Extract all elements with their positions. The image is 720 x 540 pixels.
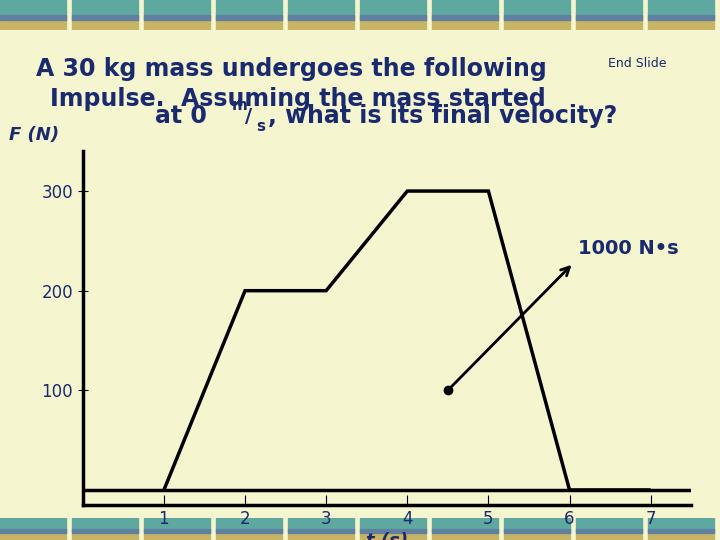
Bar: [288, 518, 354, 531]
Bar: [288, 18, 354, 30]
Bar: [288, 0, 354, 18]
Bar: [144, 529, 210, 533]
Bar: [288, 531, 354, 540]
Bar: [576, 518, 642, 531]
Bar: [0, 18, 66, 30]
Bar: [288, 529, 354, 533]
Bar: [216, 15, 282, 20]
Bar: [0, 15, 66, 20]
Text: A 30 kg mass undergoes the following: A 30 kg mass undergoes the following: [36, 57, 546, 80]
Bar: [144, 18, 210, 30]
Bar: [432, 15, 498, 20]
X-axis label: t (s): t (s): [366, 532, 408, 540]
Text: m: m: [231, 98, 247, 113]
Bar: [144, 0, 210, 18]
Bar: [576, 18, 642, 30]
Bar: [216, 18, 282, 30]
Bar: [648, 0, 714, 18]
Bar: [432, 531, 498, 540]
Text: at 0: at 0: [156, 104, 215, 128]
Bar: [576, 15, 642, 20]
Bar: [288, 15, 354, 20]
Bar: [144, 518, 210, 531]
Bar: [216, 518, 282, 531]
Text: /: /: [245, 106, 252, 126]
Bar: [432, 529, 498, 533]
Bar: [72, 529, 138, 533]
Bar: [360, 18, 426, 30]
Bar: [432, 18, 498, 30]
Bar: [576, 529, 642, 533]
Bar: [648, 529, 714, 533]
Bar: [216, 531, 282, 540]
Bar: [576, 531, 642, 540]
Bar: [432, 0, 498, 18]
Bar: [0, 518, 66, 531]
Bar: [72, 18, 138, 30]
Bar: [504, 15, 570, 20]
Bar: [504, 518, 570, 531]
Bar: [0, 529, 66, 533]
Bar: [360, 0, 426, 18]
Bar: [360, 518, 426, 531]
Bar: [360, 531, 426, 540]
Bar: [648, 518, 714, 531]
Text: Impulse.  Assuming the mass started: Impulse. Assuming the mass started: [50, 87, 546, 111]
Text: , what is its final velocity?: , what is its final velocity?: [268, 104, 617, 128]
Text: s: s: [256, 119, 266, 134]
Bar: [432, 518, 498, 531]
Bar: [72, 531, 138, 540]
Bar: [216, 529, 282, 533]
Bar: [360, 15, 426, 20]
Bar: [216, 0, 282, 18]
Text: 1000 N•s: 1000 N•s: [577, 239, 678, 258]
Bar: [648, 15, 714, 20]
Bar: [72, 15, 138, 20]
Y-axis label: F (N): F (N): [9, 126, 59, 144]
Bar: [144, 15, 210, 20]
Text: End Slide: End Slide: [608, 57, 667, 70]
Bar: [504, 0, 570, 18]
Bar: [504, 18, 570, 30]
Bar: [0, 531, 66, 540]
Bar: [504, 531, 570, 540]
Bar: [72, 518, 138, 531]
Bar: [0, 0, 66, 18]
Bar: [72, 0, 138, 18]
Bar: [648, 531, 714, 540]
Bar: [360, 529, 426, 533]
Bar: [144, 531, 210, 540]
Bar: [504, 529, 570, 533]
Bar: [576, 0, 642, 18]
Bar: [648, 18, 714, 30]
